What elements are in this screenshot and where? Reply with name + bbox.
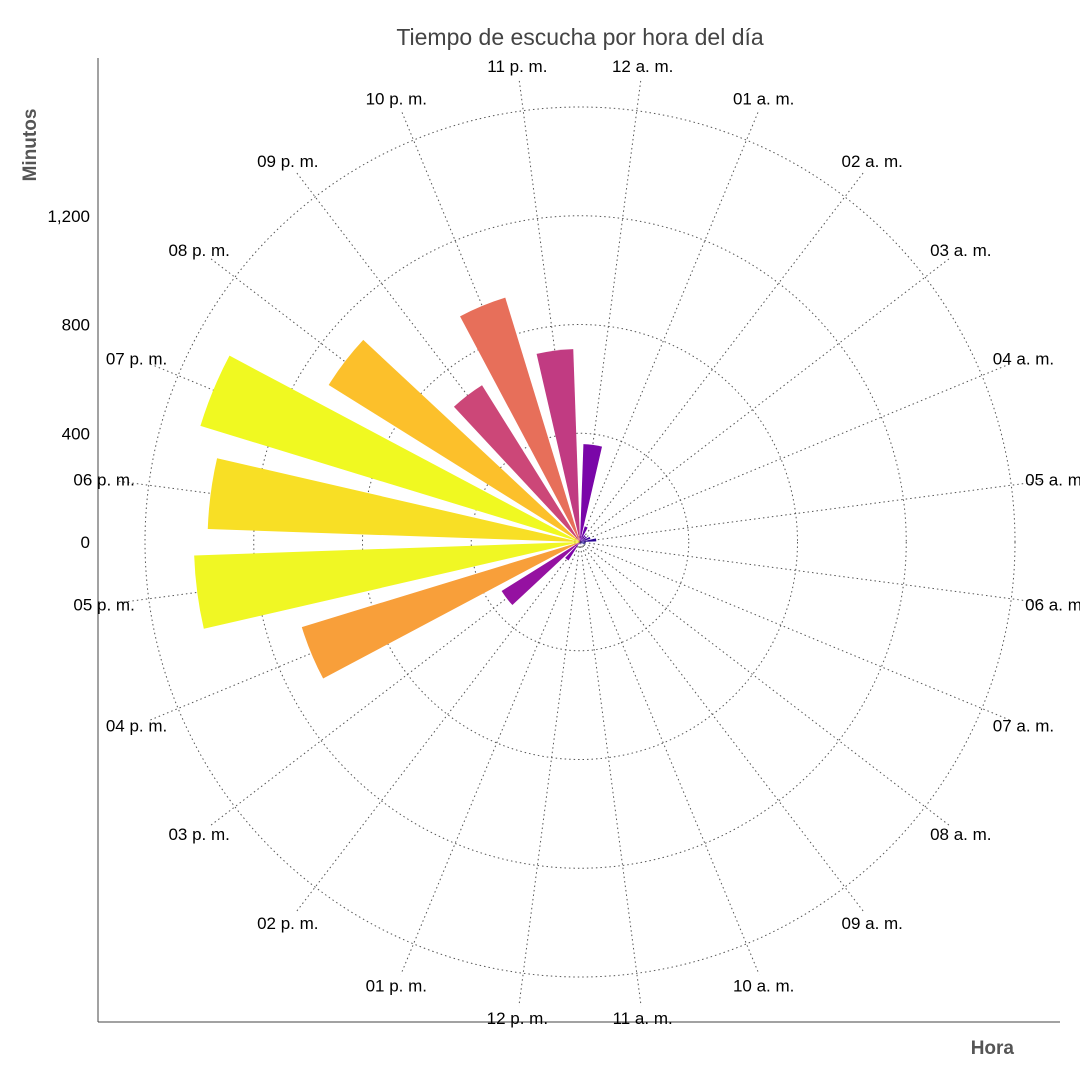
radial-tick-labels: 0 400 800 1,200: [47, 207, 90, 552]
bar-07-p--m-: [200, 355, 581, 542]
grid-spoke: [518, 541, 581, 1007]
bar-08-p--m-: [328, 339, 580, 542]
grid-spoke: [579, 77, 642, 543]
bar-09-a--m-: [580, 542, 581, 544]
hour-label: 10 p. m.: [366, 90, 427, 109]
bar-03-a--m-: [580, 536, 587, 542]
grid-spoke: [579, 541, 866, 914]
hour-label: 02 a. m.: [841, 152, 902, 171]
bar-12-a--m-: [580, 444, 603, 542]
bar-04-a--m-: [580, 536, 591, 542]
bar-08-a--m-: [580, 542, 583, 544]
grid-spoke: [579, 541, 1013, 722]
hour-label: 08 p. m.: [168, 241, 229, 260]
bar-03-p--m-: [501, 542, 580, 606]
grid-spoke: [579, 541, 1045, 604]
bar-04-p--m-: [301, 542, 580, 679]
bar-10-a--m-: [580, 542, 582, 545]
hour-label: 12 a. m.: [612, 57, 673, 76]
hour-label: 10 a. m.: [733, 976, 794, 995]
grid-spoke: [579, 256, 952, 543]
bar-05-a--m-: [580, 538, 597, 542]
x-axis-label: Hora: [971, 1038, 1015, 1059]
hour-label: 02 p. m.: [257, 914, 318, 933]
grid-ring: [144, 106, 1016, 978]
hour-label: 09 p. m.: [257, 152, 318, 171]
grid-ring: [470, 432, 690, 652]
hour-label: 05 p. m.: [73, 596, 134, 615]
grid-spoke: [579, 541, 952, 828]
hour-label: 09 a. m.: [841, 914, 902, 933]
radial-tick-label: 1,200: [47, 207, 90, 226]
radial-tick-label: 800: [62, 316, 90, 335]
hour-label: 05 a. m.: [1025, 470, 1080, 489]
hour-labels: 12 a. m. 01 a. m. 02 a. m. 03 a. m. 04 a. m.…: [73, 57, 1080, 1028]
grid-spoke: [579, 109, 760, 543]
grid-spoke: [400, 541, 581, 975]
hour-label: 06 p. m.: [73, 470, 134, 489]
hour-label: 08 a. m.: [930, 825, 991, 844]
hour-label: 11 p. m.: [487, 57, 547, 76]
bar-02-p--m-: [565, 542, 580, 561]
grid-rings: [144, 106, 1016, 978]
hour-label: 01 p. m.: [366, 976, 427, 995]
bar-06-a--m-: [580, 542, 586, 544]
grid-spoke: [579, 362, 1013, 543]
hour-label: 03 p. m.: [168, 825, 229, 844]
hour-label: 07 p. m.: [106, 349, 167, 368]
grid-ring: [253, 215, 907, 869]
bars: [194, 297, 603, 679]
hour-label: 07 a. m.: [993, 717, 1054, 736]
grid-spoke: [579, 541, 760, 975]
hour-label: 12 p. m.: [487, 1009, 548, 1028]
bar-10-p--m-: [460, 297, 580, 542]
chart-title: Tiempo de escucha por hora del día: [396, 24, 764, 50]
bar-01-p--m-: [578, 542, 580, 545]
bar-02-a--m-: [580, 535, 586, 542]
bar-06-p--m-: [207, 458, 580, 542]
bar-11-p--m-: [536, 349, 580, 542]
hour-label: 03 a. m.: [930, 241, 991, 260]
grid-spoke: [208, 541, 581, 828]
hour-label: 04 a. m.: [993, 349, 1054, 368]
hour-label: 06 a. m.: [1025, 596, 1080, 615]
hour-label: 11 a. m.: [613, 1009, 673, 1028]
hour-label: 04 p. m.: [106, 717, 167, 736]
grid-spoke: [294, 541, 581, 914]
radial-tick-label: 400: [62, 424, 90, 443]
grid-spoke: [518, 77, 581, 543]
grid-spoke: [579, 170, 866, 543]
grid-spoke: [579, 480, 1045, 543]
bar-07-a--m-: [580, 542, 586, 545]
bar-05-p--m-: [194, 542, 581, 629]
grid-ring: [362, 324, 798, 760]
y-axis-label: Minutos: [20, 109, 41, 182]
bar-09-p--m-: [453, 385, 580, 542]
bar-01-a--m-: [580, 526, 588, 542]
grid-spoke: [294, 170, 581, 543]
radial-tick-label: 0: [81, 533, 90, 552]
grid-spoke: [579, 541, 642, 1007]
hour-label: 01 a. m.: [733, 90, 794, 109]
